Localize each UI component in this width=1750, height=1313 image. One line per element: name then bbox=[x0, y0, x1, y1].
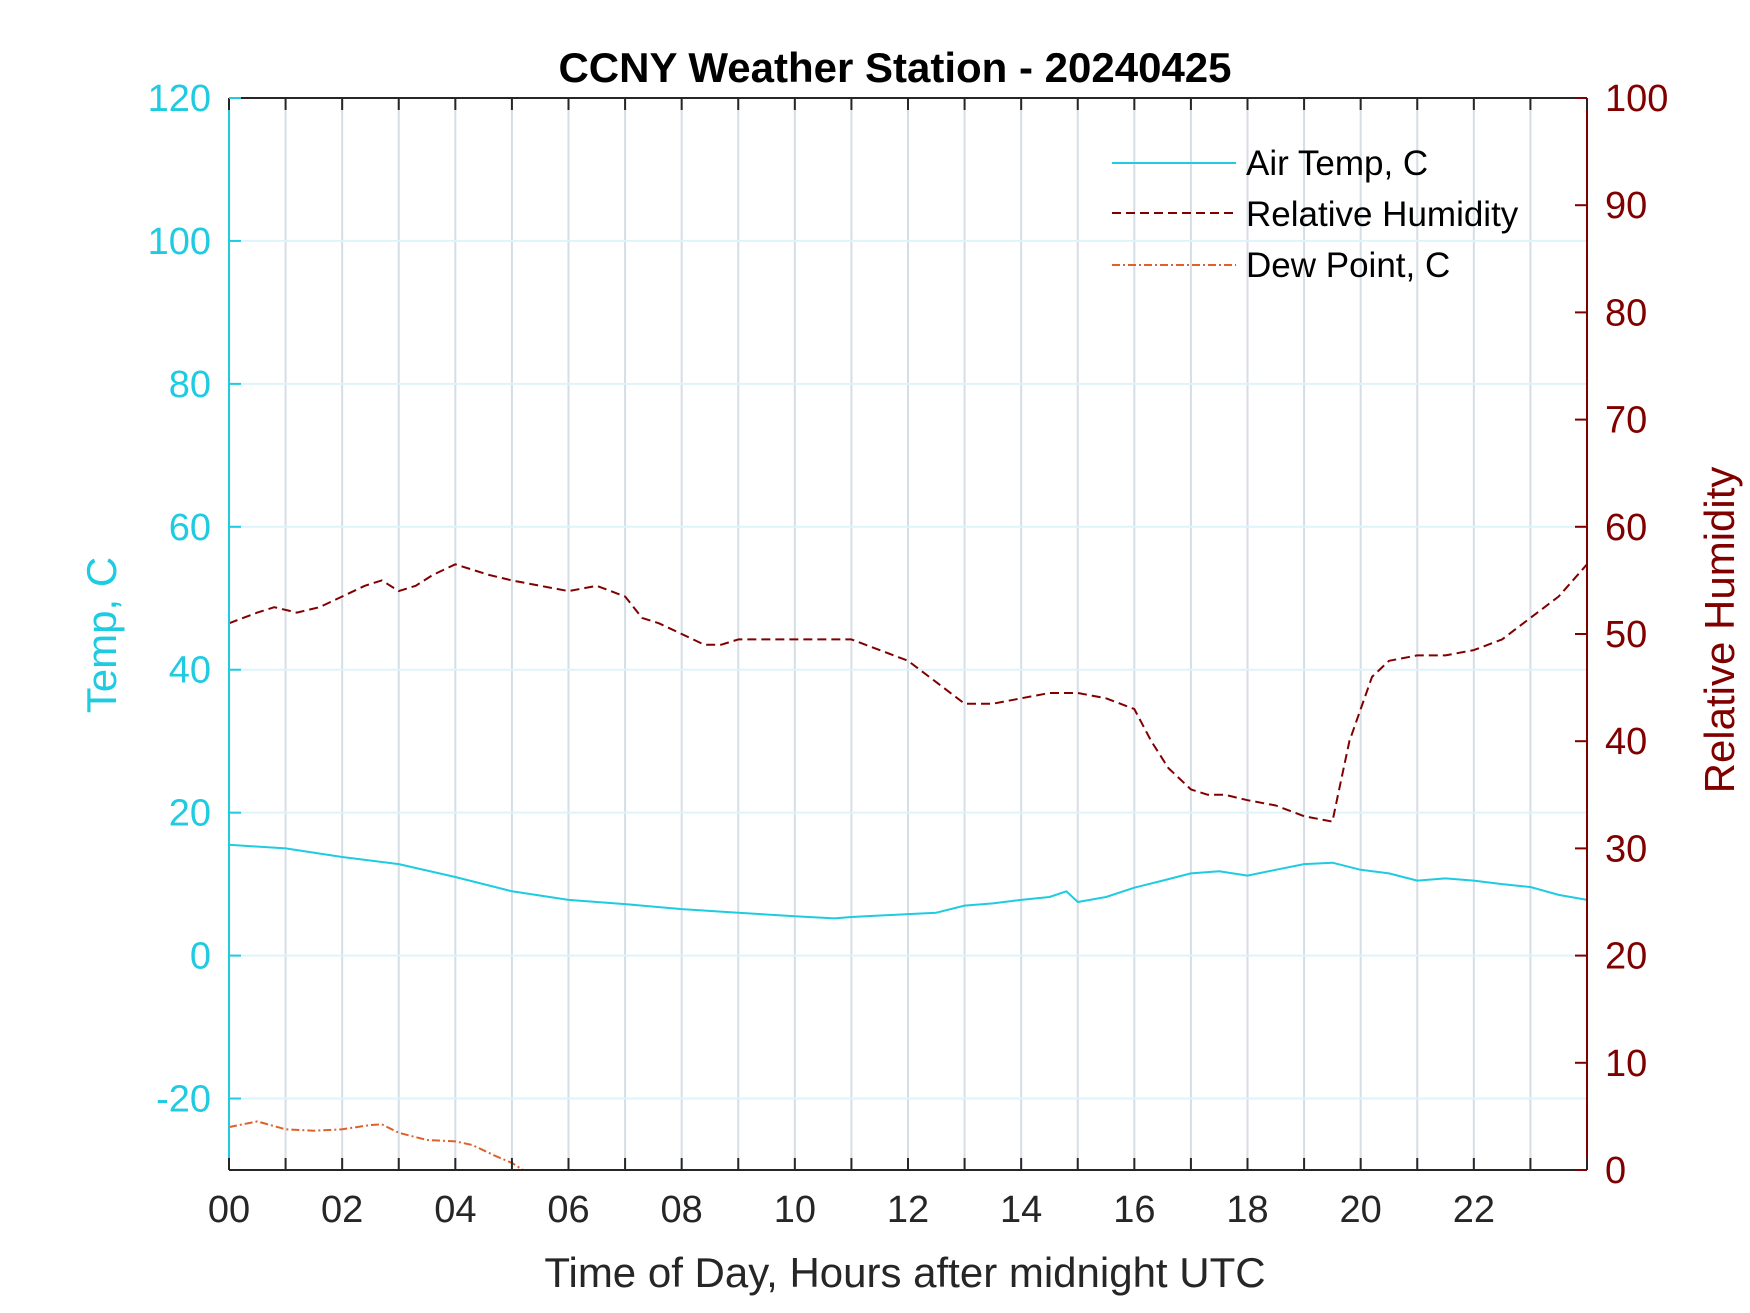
y-right-tick-label: 20 bbox=[1605, 936, 1647, 978]
series-line-relative-humidity bbox=[228, 563, 1588, 823]
y-left-tick-label: 60 bbox=[169, 507, 211, 549]
x-tick-label: 18 bbox=[1226, 1189, 1268, 1231]
y-left-tick-label: 120 bbox=[148, 78, 211, 120]
y-axis-label-right: Relative Humidity bbox=[1696, 467, 1743, 794]
y-right-tick-label: 80 bbox=[1605, 292, 1647, 334]
y-right-tick-label: 90 bbox=[1605, 185, 1647, 227]
y-left-tick-label: 40 bbox=[169, 650, 211, 692]
y-right-tick-label: 10 bbox=[1605, 1043, 1647, 1085]
x-tick-label: 12 bbox=[887, 1189, 929, 1231]
series-line-dew-point bbox=[228, 1120, 541, 1171]
y-right-tick-label: 0 bbox=[1605, 1150, 1626, 1192]
legend-label-dew: Dew Point, C bbox=[1246, 246, 1450, 285]
x-tick-label: 06 bbox=[547, 1189, 589, 1231]
y-axis-label-left: Temp, C bbox=[78, 557, 125, 713]
y-left-tick-label: 20 bbox=[169, 793, 211, 835]
axes: 00 02 04 06 08 10 12 14 16 18 20 22-200204060801001… bbox=[148, 78, 1669, 1231]
series-layer bbox=[228, 563, 1588, 1171]
x-tick-label: 08 bbox=[661, 1189, 703, 1231]
x-tick-label: 16 bbox=[1113, 1189, 1155, 1231]
grid bbox=[229, 98, 1587, 1170]
y-right-tick-label: 40 bbox=[1605, 721, 1647, 763]
x-axis-label: Time of Day, Hours after midnight UTC bbox=[544, 1249, 1265, 1296]
series-line-air-temp bbox=[228, 843, 1588, 920]
y-left-tick-label: 100 bbox=[148, 221, 211, 263]
x-tick-label: 14 bbox=[1000, 1189, 1042, 1231]
y-left-tick-label: 0 bbox=[190, 936, 211, 978]
y-right-tick-label: 30 bbox=[1605, 828, 1647, 870]
chart-title: CCNY Weather Station - 20240425 bbox=[558, 44, 1231, 91]
x-tick-label: 00 bbox=[208, 1189, 250, 1231]
y-right-tick-label: 50 bbox=[1605, 614, 1647, 656]
legend-label-temp: Air Temp, C bbox=[1246, 144, 1428, 183]
legend-label-rh: Relative Humidity bbox=[1246, 195, 1519, 234]
legend: Air Temp, C Relative Humidity Dew Point,… bbox=[1112, 144, 1519, 285]
y-right-tick-label: 60 bbox=[1605, 507, 1647, 549]
x-tick-label: 04 bbox=[434, 1189, 476, 1231]
y-right-tick-label: 100 bbox=[1605, 78, 1668, 120]
x-tick-label: 10 bbox=[774, 1189, 816, 1231]
y-left-tick-label: -20 bbox=[156, 1079, 211, 1121]
x-tick-label: 02 bbox=[321, 1189, 363, 1231]
y-left-tick-label: 80 bbox=[169, 364, 211, 406]
x-tick-label: 20 bbox=[1340, 1189, 1382, 1231]
y-right-tick-label: 70 bbox=[1605, 400, 1647, 442]
x-tick-label: 22 bbox=[1453, 1189, 1495, 1231]
